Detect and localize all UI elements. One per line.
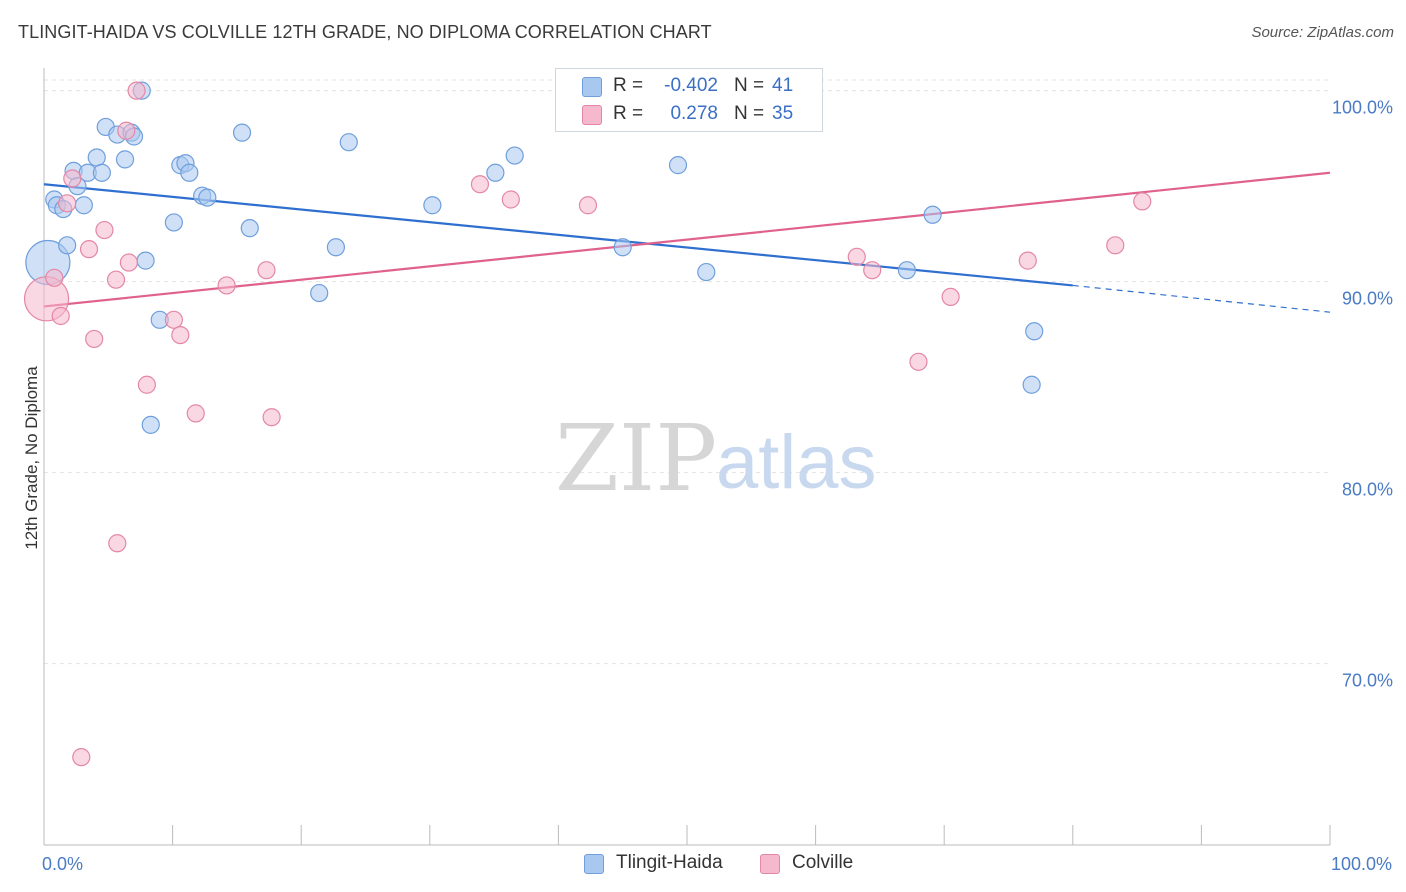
data-point-colville	[117, 121, 136, 140]
data-point-tlingit-haida	[141, 415, 160, 434]
legend-n-label: N =	[734, 75, 765, 96]
data-point-colville	[257, 261, 276, 280]
data-point-tlingit-haida	[897, 261, 917, 280]
data-point-tlingit-haida	[136, 251, 155, 270]
legend-row-tlingit-haida: R = -0.402 N = 41	[556, 72, 822, 100]
y-tick-label: 70.0%	[1342, 671, 1393, 691]
data-point-colville	[941, 287, 960, 306]
data-point-tlingit-haida	[697, 262, 716, 282]
data-point-tlingit-haida	[326, 238, 346, 257]
trend-lines	[43, 171, 1331, 313]
watermark-atlas: atlas	[716, 420, 877, 505]
bottom-legend-swatch-colville	[760, 854, 780, 874]
data-point-tlingit-haida	[668, 156, 688, 175]
legend-n-value: 35	[772, 103, 794, 124]
data-point-tlingit-haida	[1025, 322, 1044, 341]
data-point-tlingit-haida	[486, 163, 505, 182]
correlation-legend: R = -0.402 N = 41 R = 0.278 N = 35	[555, 68, 823, 132]
legend-row-colville: R = 0.278 N = 35	[556, 100, 822, 128]
data-point-tlingit-haida	[87, 148, 106, 167]
axes	[43, 68, 1331, 846]
data-point-tlingit-haida	[180, 163, 199, 182]
legend-r-label: R =	[613, 103, 644, 124]
legend-swatch-tlingit-haida	[582, 77, 602, 97]
data-point-colville	[501, 190, 520, 209]
watermark-zip: ZIP	[555, 405, 717, 512]
data-point-colville	[72, 748, 91, 767]
legend-r-label: R =	[613, 75, 644, 96]
data-point-colville	[45, 268, 64, 287]
y-axis-label: 12th Grade, No Diploma	[22, 366, 41, 550]
chart-title: TLINGIT-HAIDA VS COLVILLE 12TH GRADE, NO…	[18, 22, 712, 42]
y-tick-label: 80.0%	[1342, 480, 1393, 500]
grid-lines	[44, 79, 1330, 665]
x-tick-label: 100.0%	[1331, 854, 1392, 874]
data-point-tlingit-haida	[232, 123, 252, 142]
data-point-colville	[106, 270, 126, 289]
data-point-tlingit-haida	[923, 205, 942, 224]
data-point-tlingit-haida	[505, 146, 524, 165]
data-point-colville	[1133, 192, 1152, 211]
data-point-tlingit-haida	[58, 236, 77, 255]
x-tick-label: 0.0%	[42, 854, 83, 874]
source-label: Source: ZipAtlas.com	[1251, 24, 1394, 41]
data-point-tlingit-haida	[310, 283, 329, 303]
data-point-colville	[58, 194, 77, 213]
data-point-tlingit-haida	[198, 188, 217, 207]
data-point-colville	[164, 310, 183, 329]
watermark: ZIP atlas	[555, 405, 877, 512]
data-point-colville	[1018, 251, 1037, 270]
data-point-colville	[95, 220, 114, 240]
data-point-colville	[262, 408, 281, 427]
data-point-tlingit-haida	[115, 150, 135, 169]
data-point-colville	[909, 352, 928, 371]
legend-swatch-colville	[582, 105, 602, 125]
y-tick-label: 90.0%	[1342, 289, 1393, 309]
data-point-tlingit-haida	[339, 133, 358, 152]
data-point-colville	[217, 276, 236, 295]
legend-r-value: -0.402	[664, 75, 718, 96]
data-point-colville	[79, 240, 99, 259]
data-point-tlingit-haida	[240, 219, 259, 238]
x-tick-labels: 0.0% 100.0%	[42, 854, 1392, 874]
trend-line-extension	[1072, 284, 1331, 313]
legend-r-value: 0.278	[670, 103, 718, 124]
data-point-colville	[578, 196, 598, 215]
data-point-colville	[137, 375, 156, 394]
trend-line-colville	[43, 171, 1331, 308]
data-point-colville	[171, 325, 190, 345]
data-point-colville	[847, 247, 866, 266]
data-point-tlingit-haida	[613, 238, 632, 257]
bottom-legend-label-colville: Colville	[792, 852, 854, 873]
bottom-legend-label-tlingit-haida: Tlingit-Haida	[616, 852, 723, 873]
data-point-colville	[85, 329, 104, 349]
data-point-tlingit-haida	[164, 213, 183, 232]
legend-n-label: N =	[734, 103, 765, 124]
data-point-colville	[1106, 236, 1125, 255]
data-point-colville	[63, 169, 82, 188]
data-point-colville	[108, 534, 127, 553]
data-point-tlingit-haida	[92, 163, 111, 182]
data-point-tlingit-haida	[74, 196, 93, 215]
data-point-colville	[119, 253, 138, 272]
legend-n-value: 41	[772, 75, 794, 96]
data-point-colville	[51, 306, 70, 326]
data-point-colville	[470, 175, 490, 194]
data-point-colville	[186, 404, 205, 423]
data-point-tlingit-haida	[1022, 375, 1041, 394]
y-tick-labels: 100.0% 90.0% 80.0% 70.0%	[1332, 98, 1393, 691]
y-tick-label: 100.0%	[1332, 98, 1393, 118]
data-point-tlingit-haida	[423, 196, 442, 215]
bottom-legend-swatch-tlingit-haida	[584, 854, 604, 874]
data-point-colville	[863, 261, 882, 280]
data-point-colville	[127, 81, 146, 100]
